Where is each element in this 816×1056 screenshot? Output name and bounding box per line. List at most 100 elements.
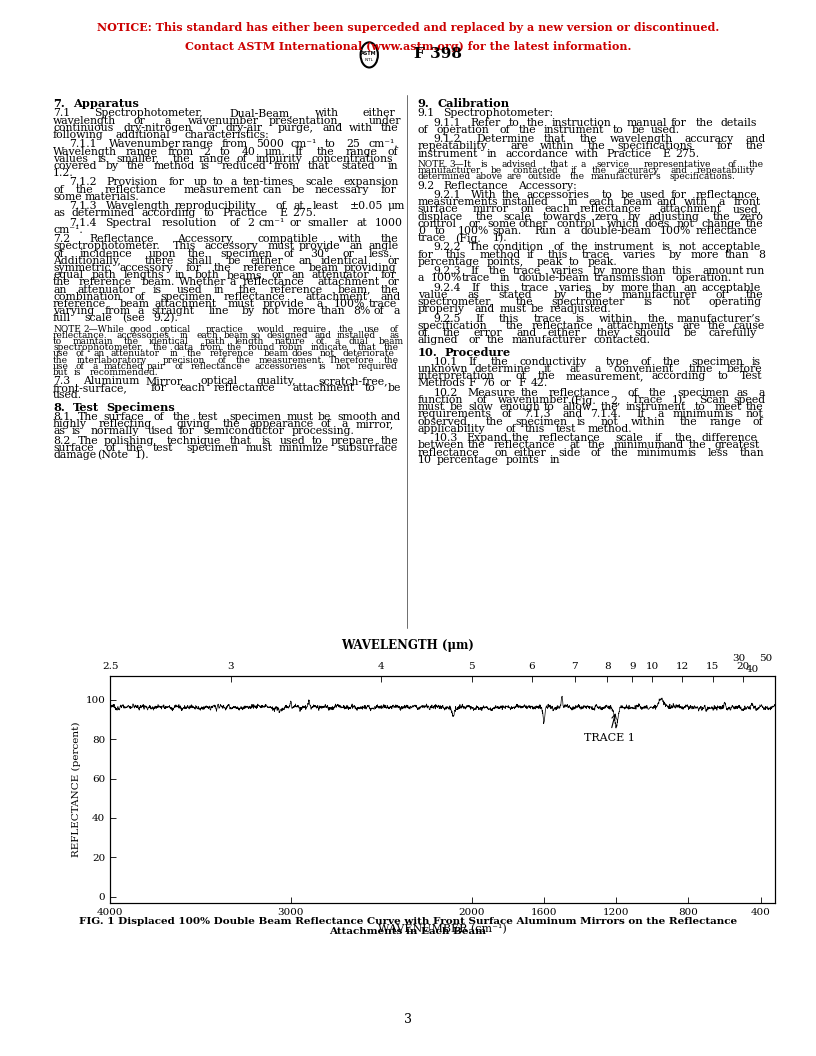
Text: resolution: resolution — [161, 218, 216, 228]
Text: function: function — [418, 395, 463, 406]
Text: of: of — [641, 357, 651, 366]
Text: the: the — [588, 440, 605, 450]
Text: as: as — [53, 208, 65, 219]
Text: wavenumber: wavenumber — [499, 395, 570, 406]
Text: points: points — [506, 455, 539, 465]
Text: specimen: specimen — [516, 417, 567, 427]
Text: if: if — [654, 433, 663, 444]
Text: 50: 50 — [759, 654, 772, 663]
Text: combination: combination — [53, 291, 121, 302]
Text: necessary: necessary — [314, 185, 369, 194]
Text: additional: additional — [116, 130, 171, 140]
Text: in: in — [388, 161, 397, 171]
Text: are: are — [682, 321, 700, 331]
Text: according: according — [141, 208, 195, 219]
Text: 9.2.1: 9.2.1 — [433, 190, 461, 200]
Text: of: of — [75, 361, 84, 371]
Text: beam.: beam. — [141, 278, 175, 287]
Text: to: to — [434, 226, 446, 235]
Text: the: the — [521, 388, 539, 398]
Text: slow: slow — [468, 402, 493, 412]
Text: must: must — [268, 242, 295, 251]
Text: be: be — [318, 412, 331, 422]
Text: reference: reference — [53, 299, 106, 309]
Text: the: the — [588, 142, 605, 151]
Text: ±0.05: ±0.05 — [350, 201, 384, 211]
Text: at: at — [357, 218, 367, 228]
Text: other: other — [519, 219, 548, 229]
Text: than: than — [641, 266, 666, 277]
Text: of: of — [275, 201, 286, 211]
Text: reflectance: reflectance — [224, 291, 285, 302]
Text: installed: installed — [502, 197, 549, 207]
Text: either: either — [362, 109, 395, 118]
Text: trace: trace — [521, 283, 549, 293]
Text: 5000: 5000 — [256, 139, 284, 149]
Text: 42.: 42. — [531, 378, 548, 389]
Text: adjusting: adjusting — [648, 211, 699, 222]
Text: which: which — [607, 219, 640, 229]
Text: this: this — [672, 266, 692, 277]
Text: to: to — [312, 436, 322, 446]
Text: for: for — [716, 142, 732, 151]
Text: of: of — [284, 248, 295, 259]
Text: attenuator: attenuator — [110, 350, 159, 358]
Text: processing.: processing. — [292, 427, 355, 436]
Text: provide: provide — [299, 242, 340, 251]
Text: a: a — [231, 177, 237, 187]
Text: more: more — [621, 283, 649, 293]
Text: and: and — [663, 440, 684, 450]
Text: Mirror,: Mirror, — [145, 376, 184, 386]
Text: to: to — [53, 337, 62, 346]
Text: in: in — [170, 350, 179, 358]
Text: INTL: INTL — [365, 58, 374, 62]
Text: round: round — [247, 343, 275, 353]
Text: accuracy: accuracy — [685, 134, 734, 145]
Text: If: If — [476, 314, 484, 324]
Text: the: the — [680, 417, 697, 427]
Text: outside: outside — [528, 172, 561, 182]
Text: 8.: 8. — [53, 402, 64, 413]
Text: and: and — [381, 412, 401, 422]
Text: The: The — [78, 436, 99, 446]
Text: covered: covered — [53, 161, 96, 171]
Text: acceptable: acceptable — [702, 243, 761, 252]
Text: reflectance: reflectance — [104, 185, 166, 194]
Text: this: this — [490, 283, 510, 293]
Text: aligned: aligned — [418, 336, 459, 345]
Text: semiconductor: semiconductor — [204, 427, 285, 436]
Text: of: of — [174, 361, 183, 371]
Text: Aluminum: Aluminum — [83, 376, 140, 386]
Text: optical: optical — [201, 376, 238, 386]
Text: cm⁻¹: cm⁻¹ — [259, 218, 286, 228]
Text: Specimens: Specimens — [106, 402, 175, 413]
Text: of: of — [53, 248, 64, 259]
Text: E: E — [279, 208, 287, 219]
Text: observed,: observed, — [418, 417, 472, 427]
Text: the: the — [580, 134, 598, 145]
Text: lengths: lengths — [124, 270, 164, 280]
Text: of: of — [728, 161, 737, 169]
Text: practice: practice — [206, 325, 244, 334]
Text: Determine: Determine — [476, 134, 534, 145]
Text: and: and — [517, 328, 537, 338]
Text: of: of — [499, 125, 510, 135]
Text: zero: zero — [739, 211, 763, 222]
Text: speed: speed — [733, 395, 765, 406]
Text: expansion: expansion — [344, 177, 399, 187]
Text: or: or — [272, 270, 283, 280]
Text: cause: cause — [733, 321, 765, 331]
Text: 30: 30 — [733, 654, 746, 663]
Text: is: is — [74, 367, 82, 377]
Text: side: side — [558, 448, 581, 457]
Text: nature: nature — [275, 337, 305, 346]
Text: the: the — [126, 161, 144, 171]
Text: in: in — [567, 197, 578, 207]
Text: accessory: accessory — [119, 263, 173, 274]
Text: must: must — [286, 412, 313, 422]
Text: by: by — [669, 249, 682, 260]
Text: varies: varies — [622, 249, 655, 260]
Text: reference: reference — [78, 278, 131, 287]
Text: be: be — [388, 383, 401, 393]
Text: If: If — [468, 357, 477, 366]
